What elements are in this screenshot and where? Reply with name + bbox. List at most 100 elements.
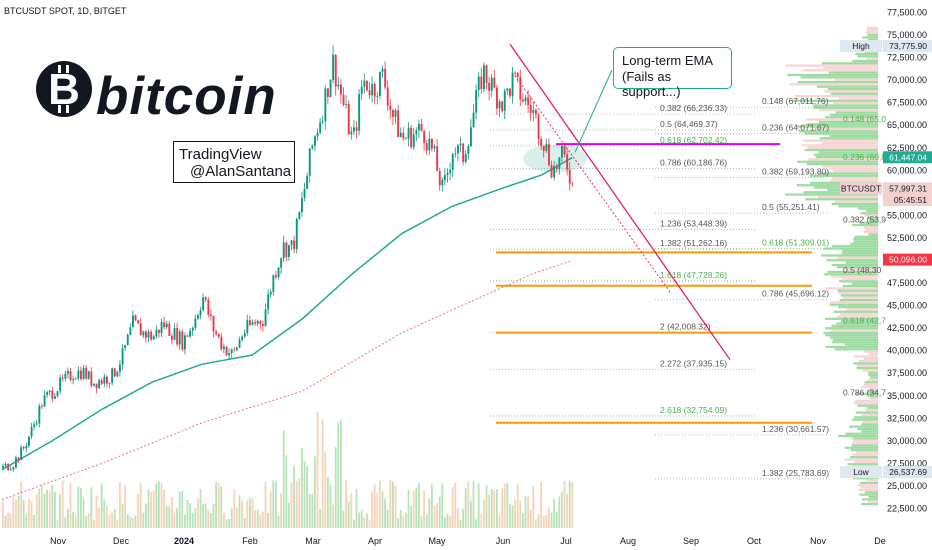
candle-body[interactable] xyxy=(308,148,311,176)
candle-body[interactable] xyxy=(262,324,264,326)
candle-body[interactable] xyxy=(332,54,335,80)
candle-body[interactable] xyxy=(446,173,449,176)
candle-body[interactable] xyxy=(100,380,103,384)
trendline[interactable] xyxy=(509,43,731,361)
candle-body[interactable] xyxy=(498,101,501,109)
candle-body[interactable] xyxy=(475,90,478,113)
candle-body[interactable] xyxy=(111,368,114,383)
candle-body[interactable] xyxy=(137,320,140,324)
candle-body[interactable] xyxy=(233,349,236,351)
candle-body[interactable] xyxy=(449,169,452,174)
candle-body[interactable] xyxy=(210,314,212,317)
candle-body[interactable] xyxy=(98,380,101,389)
candle-body[interactable] xyxy=(316,132,319,137)
candle-body[interactable] xyxy=(501,101,504,111)
candle-body[interactable] xyxy=(285,242,288,257)
candle-body[interactable] xyxy=(441,179,444,186)
candle-body[interactable] xyxy=(139,323,142,336)
candle-body[interactable] xyxy=(124,345,127,349)
candle-body[interactable] xyxy=(298,212,301,219)
candle-body[interactable] xyxy=(405,138,407,140)
candle-body[interactable] xyxy=(353,127,355,132)
candle-body[interactable] xyxy=(392,109,394,117)
candle-body[interactable] xyxy=(129,327,132,335)
candle-body[interactable] xyxy=(95,383,98,389)
candle-body[interactable] xyxy=(386,87,389,106)
candle-body[interactable] xyxy=(28,436,30,446)
candle-body[interactable] xyxy=(509,88,511,96)
candle-body[interactable] xyxy=(306,175,309,189)
candle-body[interactable] xyxy=(462,143,465,162)
candle-body[interactable] xyxy=(56,391,59,397)
candle-body[interactable] xyxy=(230,349,233,354)
candle-body[interactable] xyxy=(433,146,436,149)
candle-body[interactable] xyxy=(311,145,314,149)
candle-body[interactable] xyxy=(194,318,197,328)
candle-body[interactable] xyxy=(158,329,160,334)
candle-body[interactable] xyxy=(25,445,28,449)
candle-body[interactable] xyxy=(488,82,491,91)
candle-body[interactable] xyxy=(303,188,306,198)
candle-body[interactable] xyxy=(80,370,82,380)
candle-body[interactable] xyxy=(67,371,69,374)
candle-body[interactable] xyxy=(54,396,56,399)
candle-body[interactable] xyxy=(61,377,64,379)
candle-body[interactable] xyxy=(202,297,205,311)
candle-body[interactable] xyxy=(199,310,202,316)
candle-body[interactable] xyxy=(7,463,10,471)
candle-body[interactable] xyxy=(394,110,397,117)
candle-body[interactable] xyxy=(184,335,186,350)
candle-body[interactable] xyxy=(550,165,553,178)
candle-body[interactable] xyxy=(327,88,329,97)
candle-body[interactable] xyxy=(399,132,402,137)
candle-body[interactable] xyxy=(4,463,7,466)
candle-body[interactable] xyxy=(464,153,467,162)
candle-body[interactable] xyxy=(347,104,350,135)
candle-body[interactable] xyxy=(397,110,400,137)
candle-body[interactable] xyxy=(376,96,379,97)
candle-body[interactable] xyxy=(444,175,446,180)
candle-body[interactable] xyxy=(17,457,20,461)
candle-body[interactable] xyxy=(113,368,116,377)
candle-body[interactable] xyxy=(30,426,33,437)
candle-body[interactable] xyxy=(254,322,257,324)
candle-body[interactable] xyxy=(74,378,77,380)
candle-body[interactable] xyxy=(150,331,153,340)
candle-body[interactable] xyxy=(301,197,303,213)
candle-body[interactable] xyxy=(423,130,426,144)
candle-body[interactable] xyxy=(366,80,368,91)
candle-body[interactable] xyxy=(87,371,90,379)
candle-body[interactable] xyxy=(108,382,111,384)
candle-body[interactable] xyxy=(511,72,514,96)
candle-body[interactable] xyxy=(290,240,293,246)
candle-body[interactable] xyxy=(454,153,457,155)
candle-body[interactable] xyxy=(249,320,251,325)
candle-body[interactable] xyxy=(314,136,316,146)
candle-body[interactable] xyxy=(436,146,439,172)
candle-body[interactable] xyxy=(51,390,54,399)
candle-body[interactable] xyxy=(514,72,517,74)
candle-body[interactable] xyxy=(43,394,46,407)
candle-body[interactable] xyxy=(134,315,137,321)
candle-body[interactable] xyxy=(212,316,215,332)
candle-body[interactable] xyxy=(15,457,17,468)
candle-body[interactable] xyxy=(451,154,454,170)
candle-body[interactable] xyxy=(363,80,366,87)
candle-body[interactable] xyxy=(33,424,36,427)
candle-body[interactable] xyxy=(381,68,384,72)
candles[interactable] xyxy=(2,45,574,473)
candle-body[interactable] xyxy=(379,71,381,97)
candle-body[interactable] xyxy=(496,87,498,109)
candle-body[interactable] xyxy=(542,145,545,151)
candle-body[interactable] xyxy=(241,336,244,340)
downtrend-line-dashed[interactable] xyxy=(514,75,671,293)
candle-body[interactable] xyxy=(384,68,387,88)
candle-body[interactable] xyxy=(293,240,296,250)
candle-body[interactable] xyxy=(238,339,241,348)
candle-body[interactable] xyxy=(418,123,420,131)
candle-body[interactable] xyxy=(519,76,522,100)
candle-body[interactable] xyxy=(215,331,218,335)
candle-body[interactable] xyxy=(558,157,561,169)
candle-body[interactable] xyxy=(532,109,535,113)
candle-body[interactable] xyxy=(204,297,207,300)
